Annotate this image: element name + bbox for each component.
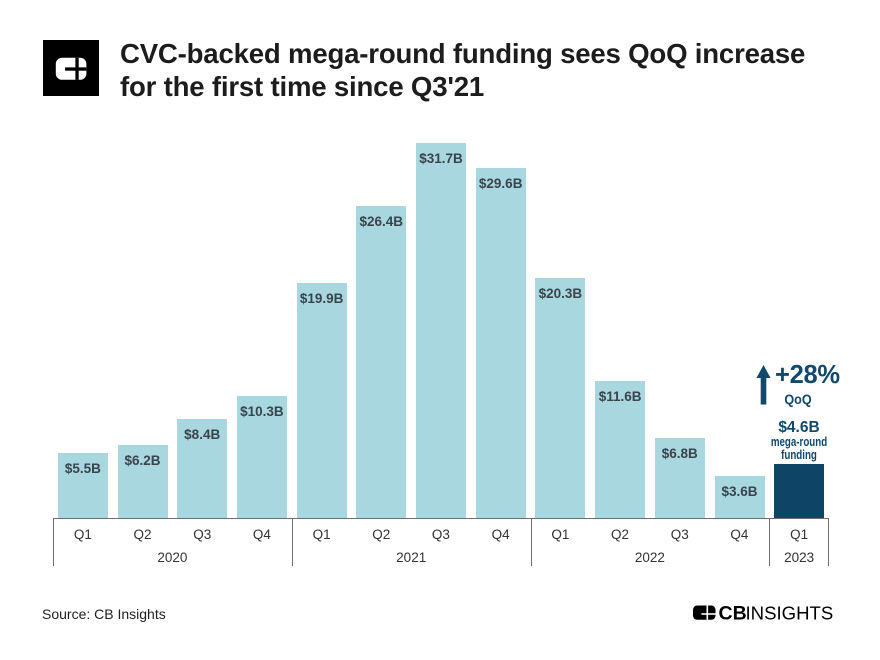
svg-text:CB: CB [719, 605, 747, 621]
svg-text:INSIGHTS: INSIGHTS [746, 605, 834, 621]
